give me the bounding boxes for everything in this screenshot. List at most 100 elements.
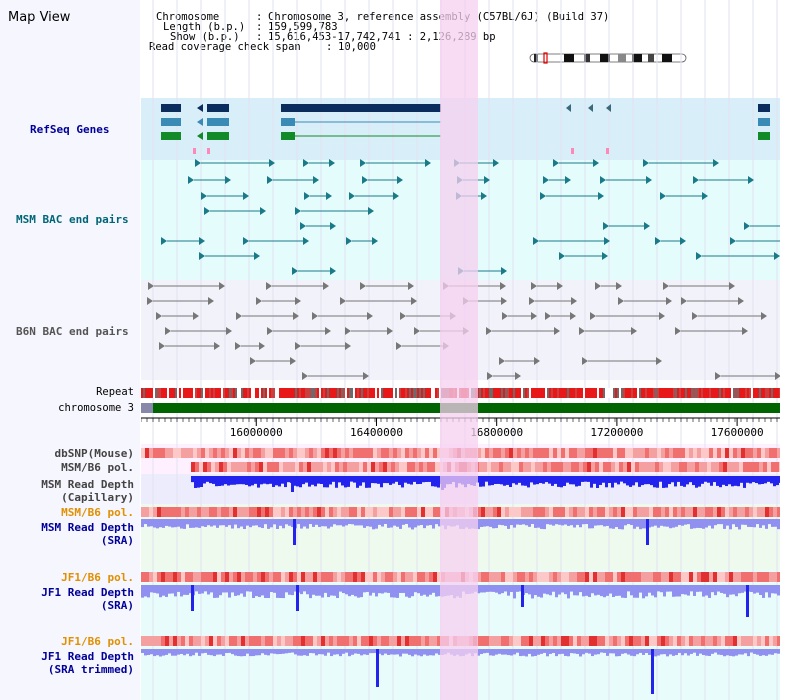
dbsnp-bar (685, 448, 689, 458)
jf1-depth-sra-bar (501, 585, 504, 594)
jf1-pol-bar (557, 572, 561, 582)
msm-depth-capillary-bar (722, 476, 725, 485)
bac-end (533, 237, 539, 245)
dbsnp-bar (305, 448, 309, 458)
msm-pol2-bar (209, 507, 213, 517)
repeat-segment (535, 388, 537, 398)
jf1-pol-bar (561, 572, 565, 582)
dbsnp-bar (281, 448, 285, 458)
jf1-pol-bar (657, 572, 661, 582)
jf1-depth-sra-bar (177, 585, 180, 592)
jf1-pol2-bar (629, 636, 633, 646)
bac-end (603, 222, 609, 230)
jf1-depth-trim-bar (684, 649, 687, 654)
msm-depth-sra-bar (426, 519, 429, 526)
msm-depth-capillary-bar (389, 476, 392, 485)
repeat-segment (361, 388, 363, 398)
jf1-depth-trim-bar (483, 649, 486, 654)
jf1-pol2-bar (545, 636, 549, 646)
repeat-segment (505, 388, 507, 398)
jf1-pol2-bar (389, 636, 393, 646)
jf1-pol-bar (229, 572, 233, 582)
genome-track-viewport[interactable]: 16000000 16400000 16800000 17200000 17600000 (141, 0, 780, 700)
bac-end (346, 237, 352, 245)
jf1-pol-bar (541, 572, 545, 582)
msm-pol2-bar (177, 507, 181, 517)
repeat-segment (257, 388, 259, 398)
dbsnp-bar (149, 448, 153, 458)
gene-marker (193, 148, 196, 154)
msm-depth-sra-bar (240, 519, 243, 527)
jf1-depth-trim-bar (300, 649, 303, 656)
msm-pol-bar (507, 462, 511, 472)
msm-pol-bar (639, 462, 643, 472)
msm-depth-sra-bar (357, 519, 360, 526)
msm-depth-capillary-bar (488, 476, 491, 486)
msm-depth-sra-bar (318, 519, 321, 527)
msm-pol2-bar (317, 507, 321, 517)
dbsnp-bar (317, 448, 321, 458)
bac-end (225, 176, 231, 184)
msm-pol-bar (211, 462, 215, 472)
jf1-depth-sra-bar (699, 585, 702, 592)
msm-depth-sra-bar (699, 519, 702, 529)
jf1-pol2-bar (765, 636, 769, 646)
repeat-segment (375, 388, 377, 398)
jf1-pol2-bar (421, 636, 425, 646)
msm-depth-sra-bar (168, 519, 171, 527)
bac-end (500, 282, 506, 290)
repeat-segment (159, 388, 161, 398)
msm-depth-capillary-bar (707, 476, 710, 483)
msm-pol2-bar (629, 507, 633, 517)
repeat-segment (141, 388, 143, 398)
msm-pol2-bar (493, 507, 497, 517)
msm-pol-bar (595, 462, 599, 472)
jf1-depth-sra-bar (351, 585, 354, 595)
show-key: Show (b.p.) (170, 31, 240, 43)
repeat-segment (635, 388, 637, 398)
jf1-pol-bar (237, 572, 241, 582)
msm-depth-sra-bar (744, 519, 747, 525)
dbsnp-bar (313, 448, 317, 458)
jf1-pol-bar (777, 572, 780, 582)
repeat-segment (679, 388, 681, 398)
jf1-depth-trim-bar (528, 649, 531, 654)
msm-pol2-bar (301, 507, 305, 517)
bac-end (204, 207, 210, 215)
msm-pol-bar (483, 462, 487, 472)
jf1-pol-bar (529, 572, 533, 582)
jf1-depth-trim-bar (570, 649, 573, 654)
jf1-pol-bar (321, 572, 325, 582)
msm-depth-sra-bar (237, 519, 240, 529)
repeat-segment (697, 388, 699, 398)
msm-pol-bar (611, 462, 615, 472)
chromosome-ideogram[interactable] (528, 52, 690, 64)
msm-depth-capillary-bar (497, 476, 500, 484)
dbsnp-bar (609, 448, 613, 458)
bac-end (590, 312, 596, 320)
msm-depth-sra-bar (663, 519, 666, 527)
dbsnp-bar (169, 448, 173, 458)
jf1-pol2-bar (297, 636, 301, 646)
jf1-depth-sra-bar (207, 585, 210, 595)
msm-pol2-bar (593, 507, 597, 517)
dbsnp-bar (513, 448, 517, 458)
bac-end (325, 327, 331, 335)
msm-pol-bar (251, 462, 255, 472)
repeat-segment (749, 388, 751, 398)
msm-pol-bar (319, 462, 323, 472)
msm-pol2-bar (741, 507, 745, 517)
repeat-segment (431, 388, 433, 398)
msm-depth-capillary-bar (767, 476, 770, 482)
jf1-pol-bar (297, 572, 301, 582)
jf1-depth-sra-bar (660, 585, 663, 593)
jf1-depth-sra-bar (606, 585, 609, 596)
repeat-segment (265, 388, 267, 398)
bac-end (330, 267, 336, 275)
jf1-depth-sra-bar (744, 585, 747, 592)
msm-depth-capillary-bar (662, 476, 665, 488)
repeat-segment (613, 388, 615, 398)
jf1-depth-trim-bar (477, 649, 480, 656)
repeat-segment (303, 388, 305, 398)
msm-depth-sra-bar (423, 519, 426, 529)
